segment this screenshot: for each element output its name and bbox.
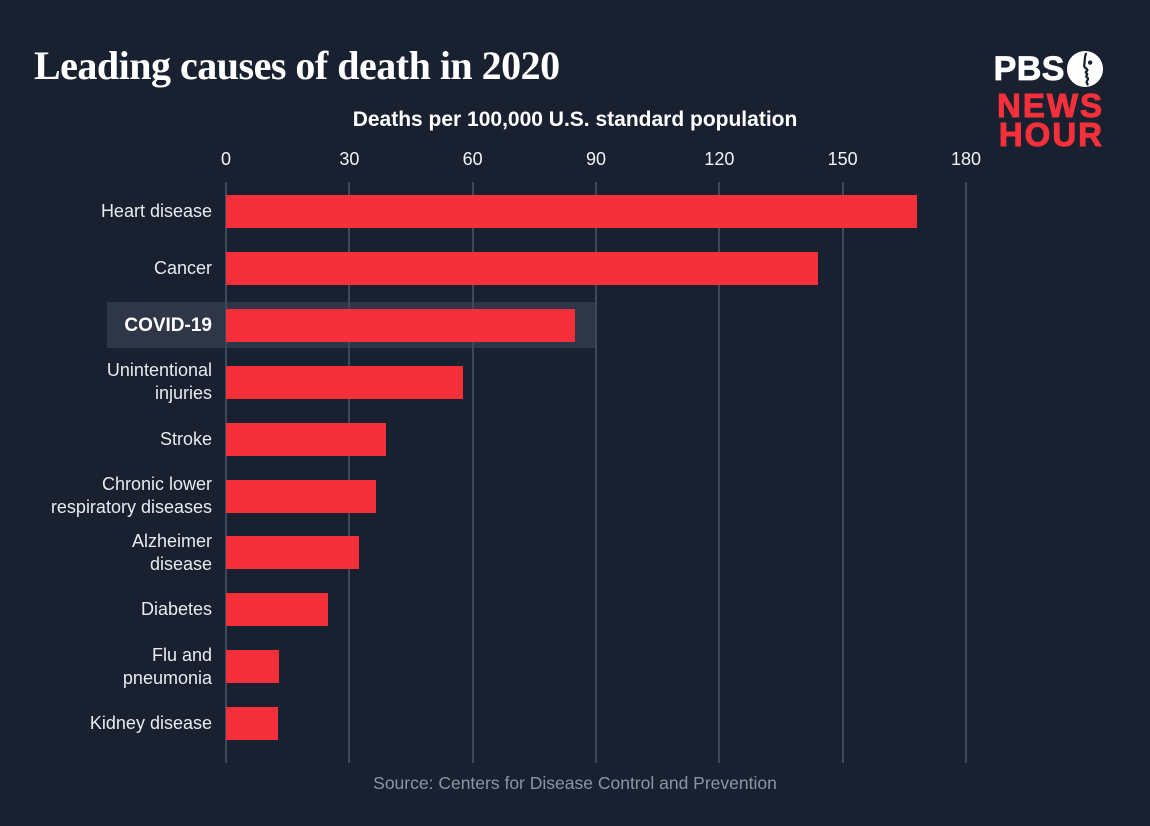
category-label: Chronic lower respiratory diseases (50, 474, 212, 517)
gridline-90 (595, 182, 597, 763)
x-tick-label: 0 (220, 149, 232, 169)
category-label: Cancer (153, 257, 212, 278)
category-label: Kidney disease (89, 713, 212, 734)
gridline-150 (841, 182, 844, 763)
bar-flu-and-pneumonia (226, 650, 280, 684)
bar-cancer (226, 251, 819, 285)
logo-hour-text: HOUR (998, 116, 1104, 153)
pbs-head-icon (1066, 50, 1104, 88)
bar-heart-disease (226, 195, 918, 228)
bar-alzheimer-disease (226, 536, 360, 570)
x-tick-label: 120 (704, 149, 735, 169)
category-label: Diabetes (140, 599, 212, 620)
category-label: COVID-19 (124, 314, 212, 336)
page-title: Leading causes of death in 2020 (34, 43, 560, 88)
category-label: Heart disease (100, 201, 212, 221)
source-attribution: Source: Centers for Disease Control and … (373, 773, 777, 793)
bar-chronic-lower-respiratory-diseases (226, 479, 376, 513)
x-tick-label: 150 (827, 149, 858, 169)
x-tick-label: 90 (585, 149, 607, 169)
x-tick-label: 30 (339, 149, 360, 169)
gridline-60 (471, 182, 474, 763)
bar-stroke (226, 422, 386, 456)
bar-unintentional-injuries (226, 365, 463, 399)
bar-kidney-disease (226, 707, 279, 741)
logo-news-text: NEWS (996, 87, 1104, 124)
category-label: Unintentional injuries (106, 360, 212, 404)
gridline-30 (348, 182, 351, 763)
bar-covid-19 (226, 308, 576, 342)
x-tick-label: 60 (462, 149, 483, 169)
category-label: Flu and pneumonia (122, 644, 212, 688)
logo-pbs-row: PBS (993, 50, 1104, 88)
category-label: Stroke (159, 428, 212, 449)
gridline-180 (965, 182, 967, 763)
bar-diabetes (226, 593, 328, 627)
x-tick-label: 180 (950, 149, 982, 169)
pbs-newshour-logo: PBS NEWS HOUR (993, 50, 1104, 153)
gridline-0 (225, 182, 227, 763)
axis-title: Deaths per 100,000 U.S. standard populat… (352, 108, 798, 131)
category-label: Alzheimer disease (131, 530, 212, 574)
gridline-120 (718, 182, 721, 763)
logo-pbs-text: PBS (993, 50, 1065, 88)
